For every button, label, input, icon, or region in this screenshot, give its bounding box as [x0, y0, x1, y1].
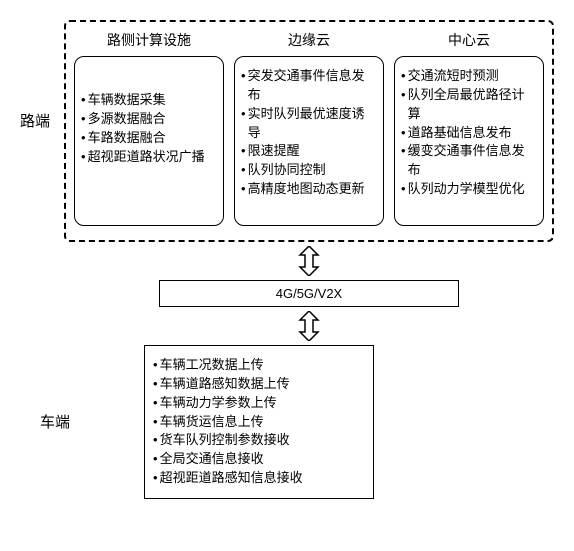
list-item: •全局交通信息接收 — [153, 450, 359, 469]
box-vehicle-side: •车辆工况数据上传 •车辆道路感知数据上传 •车辆动力学参数上传 •车辆货运信息… — [144, 345, 374, 499]
column-edge-cloud: 边缘云 •突发交通事件信息发布 •实时队列最优速度诱导 •限速提醒 •队列协同控… — [234, 30, 384, 226]
double-arrow-icon — [298, 311, 320, 341]
list-item: •突发交通事件信息发布 — [241, 67, 375, 105]
box-roadside-facility: •车辆数据采集 •多源数据融合 •车路数据融合 •超视距道路状况广播 — [74, 56, 224, 226]
item-list: •交通流短时预测 •队列全局最优路径计算 •道路基础信息发布 •缓变交通事件信息… — [401, 67, 535, 199]
col-title: 中心云 — [448, 30, 490, 50]
vehicle-side-label: 车端 — [20, 411, 104, 432]
architecture-diagram: 路端 路侧计算设施 •车辆数据采集 •多源数据融合 •车路数据融合 •超视距道路… — [20, 20, 554, 499]
list-item: •队列动力学模型优化 — [401, 180, 535, 199]
list-item: •车辆道路感知数据上传 — [153, 375, 359, 394]
road-side-label: 路端 — [20, 20, 64, 131]
list-item: •缓变交通事件信息发布 — [401, 142, 535, 180]
list-item: •车辆工况数据上传 — [153, 356, 359, 375]
top-section: 路端 路侧计算设施 •车辆数据采集 •多源数据融合 •车路数据融合 •超视距道路… — [20, 20, 554, 242]
arrow-bottom — [64, 311, 554, 341]
list-item: •限速提醒 — [241, 142, 375, 161]
item-list: •车辆工况数据上传 •车辆道路感知数据上传 •车辆动力学参数上传 •车辆货运信息… — [153, 356, 359, 488]
item-list: •车辆数据采集 •多源数据融合 •车路数据融合 •超视距道路状况广播 — [81, 67, 215, 166]
list-item: •高精度地图动态更新 — [241, 180, 375, 199]
list-item: •交通流短时预测 — [401, 67, 535, 86]
column-center-cloud: 中心云 •交通流短时预测 •队列全局最优路径计算 •道路基础信息发布 •缓变交通… — [394, 30, 544, 226]
list-item: •队列全局最优路径计算 — [401, 86, 535, 124]
list-item: •超视距道路感知信息接收 — [153, 469, 359, 488]
box-edge-cloud: •突发交通事件信息发布 •实时队列最优速度诱导 •限速提醒 •队列协同控制 •高… — [234, 56, 384, 226]
list-item: •超视距道路状况广播 — [81, 148, 215, 167]
network-bar: 4G/5G/V2X — [159, 280, 459, 307]
col-title: 路侧计算设施 — [107, 30, 191, 50]
item-list: •突发交通事件信息发布 •实时队列最优速度诱导 •限速提醒 •队列协同控制 •高… — [241, 67, 375, 199]
box-center-cloud: •交通流短时预测 •队列全局最优路径计算 •道路基础信息发布 •缓变交通事件信息… — [394, 56, 544, 226]
col-title: 边缘云 — [288, 30, 330, 50]
list-item: •道路基础信息发布 — [401, 124, 535, 143]
list-item: •实时队列最优速度诱导 — [241, 105, 375, 143]
list-item: •车路数据融合 — [81, 129, 215, 148]
list-item: •车辆动力学参数上传 — [153, 394, 359, 413]
list-item: •车辆数据采集 — [81, 91, 215, 110]
double-arrow-icon — [298, 246, 320, 276]
arrow-top — [64, 246, 554, 276]
bottom-section: 车端 •车辆工况数据上传 •车辆道路感知数据上传 •车辆动力学参数上传 •车辆货… — [20, 345, 554, 499]
road-side-group: 路侧计算设施 •车辆数据采集 •多源数据融合 •车路数据融合 •超视距道路状况广… — [64, 20, 554, 242]
list-item: •车辆货运信息上传 — [153, 413, 359, 432]
column-roadside-facility: 路侧计算设施 •车辆数据采集 •多源数据融合 •车路数据融合 •超视距道路状况广… — [74, 30, 224, 226]
middle-bar-wrap: 4G/5G/V2X — [20, 280, 554, 307]
list-item: •队列协同控制 — [241, 161, 375, 180]
list-item: •货车队列控制参数接收 — [153, 431, 359, 450]
list-item: •多源数据融合 — [81, 110, 215, 129]
